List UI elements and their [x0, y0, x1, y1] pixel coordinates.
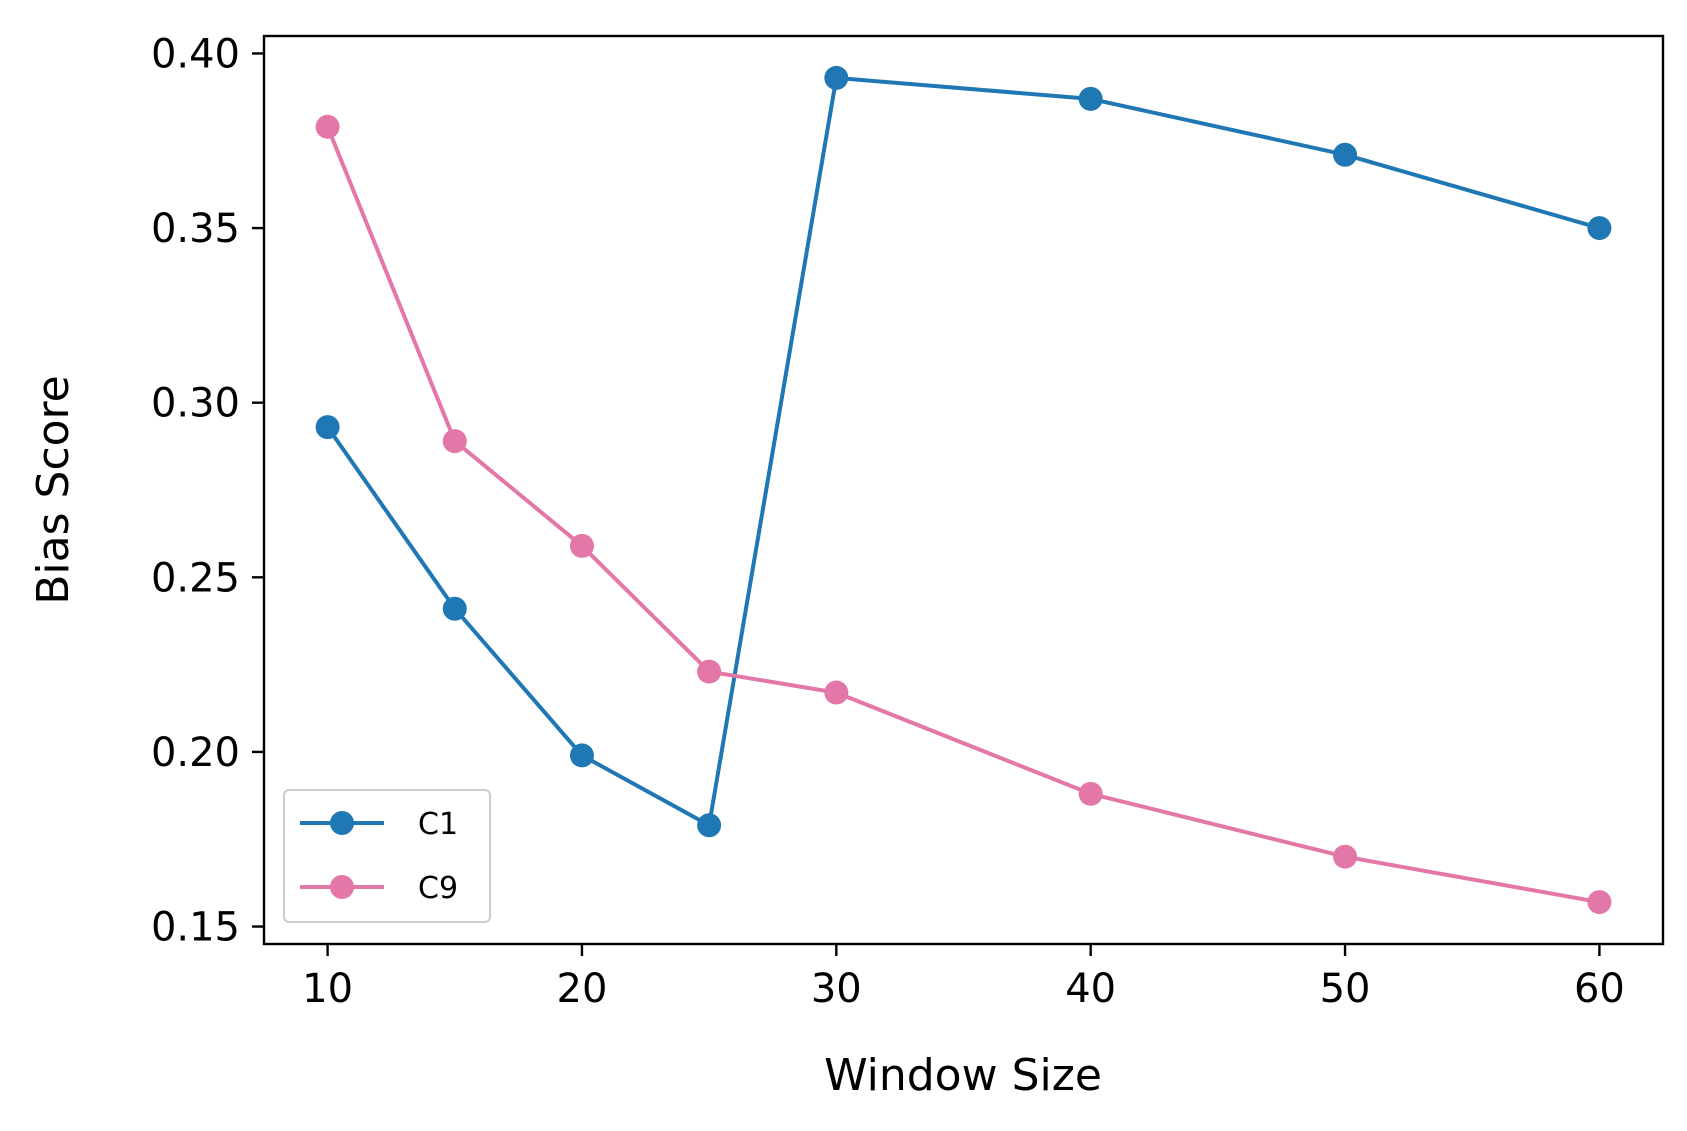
data-point-c1: [697, 813, 722, 838]
x-tick-label: 30: [811, 966, 862, 1012]
series-line-c9: [325, 126, 1600, 905]
y-tick-label: 0.15: [151, 905, 240, 951]
series-layer: [315, 65, 1612, 915]
y-tick-label: 0.25: [151, 555, 240, 601]
plot-frame: [262, 34, 1665, 946]
data-point-c1: [1078, 86, 1103, 111]
y-axis-title: Bias Score: [28, 375, 79, 605]
legend-box: [283, 789, 491, 923]
data-point-c9: [824, 680, 849, 705]
data-point-c9: [1078, 781, 1103, 806]
legend-label-c1: C1: [418, 807, 458, 842]
y-tick-label: 0.20: [151, 730, 240, 776]
y-tick-label: 0.30: [151, 381, 240, 427]
x-tick-label: 20: [557, 966, 608, 1012]
data-point-c9: [1587, 890, 1612, 915]
x-axis: 10 20 30 40 50 60: [302, 944, 1625, 1012]
legend-marker-c1: [330, 811, 354, 835]
data-point-c1: [1587, 216, 1612, 241]
series-c9: [315, 114, 1612, 915]
y-tick-label: 0.35: [151, 206, 240, 252]
legend-label-c9: C9: [418, 871, 458, 906]
x-tick-label: 60: [1574, 966, 1625, 1012]
legend-marker-c9: [330, 875, 354, 899]
series-line-c1: [325, 75, 1600, 828]
series-c1: [315, 65, 1612, 838]
data-point-c1: [442, 596, 467, 621]
data-point-c1: [569, 743, 594, 768]
y-axis: 0.15 0.20 0.25 0.30 0.35 0.40: [151, 31, 264, 951]
x-tick-label: 40: [1065, 966, 1116, 1012]
x-tick-label: 50: [1320, 966, 1371, 1012]
data-point-c9: [1333, 844, 1358, 869]
legend: C1 C9: [283, 789, 491, 923]
data-point-c1: [1333, 142, 1358, 167]
x-tick-label: 10: [302, 966, 353, 1012]
data-point-c1: [824, 65, 849, 90]
data-point-c9: [315, 114, 340, 139]
data-point-c9: [442, 429, 467, 454]
y-tick-label: 0.40: [151, 31, 240, 77]
data-point-c9: [697, 659, 722, 684]
x-axis-title: Window Size: [824, 1050, 1102, 1101]
data-point-c9: [569, 533, 594, 558]
data-point-c1: [315, 415, 340, 440]
